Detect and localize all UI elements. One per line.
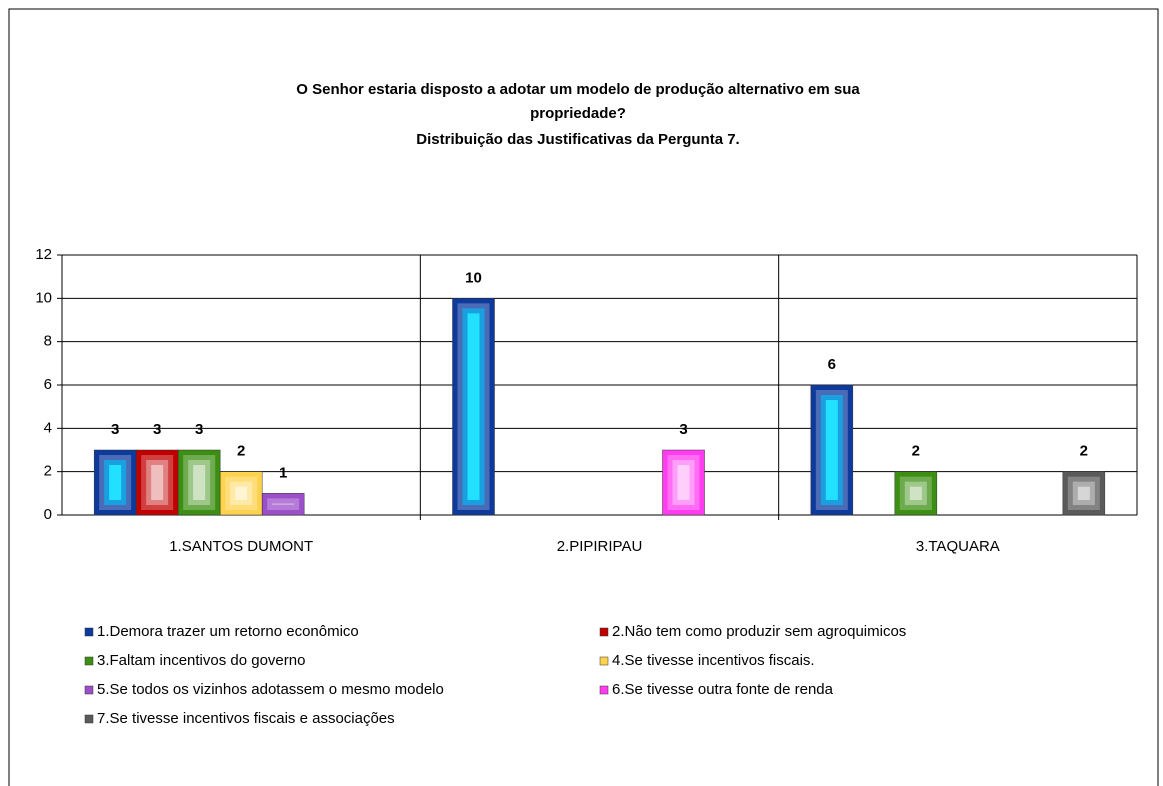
bar-shade <box>109 465 122 500</box>
legend-swatch <box>599 685 609 695</box>
bar-shade <box>825 400 838 500</box>
y-tick-label: 2 <box>44 463 52 480</box>
x-tick-label: 2.PIPIRIPAU <box>557 538 643 555</box>
value-label: 3 <box>195 421 203 438</box>
chart-title: Distribuição das Justificativas da Pergu… <box>416 131 739 148</box>
y-tick-label: 12 <box>35 246 52 263</box>
bar-shade <box>467 313 480 500</box>
legend-swatch <box>599 656 609 666</box>
value-label: 1 <box>279 464 287 481</box>
legend-label: 7.Se tivesse incentivos fiscais e associ… <box>97 710 395 727</box>
legend-label: 3.Faltam incentivos do governo <box>97 652 305 669</box>
legend-swatch <box>599 627 609 637</box>
x-tick-label: 3.TAQUARA <box>916 538 1000 555</box>
value-label: 2 <box>1080 443 1088 460</box>
bar-shade <box>272 503 295 505</box>
bar-shade <box>193 465 206 500</box>
y-tick-label: 6 <box>44 376 52 393</box>
value-label: 2 <box>912 443 920 460</box>
value-label: 2 <box>237 443 245 460</box>
legend-swatch <box>84 627 94 637</box>
bar-shade <box>151 465 164 500</box>
chart-title: propriedade? <box>530 105 626 122</box>
legend-label: 4.Se tivesse incentivos fiscais. <box>612 652 815 669</box>
value-label: 3 <box>679 421 687 438</box>
chart-title: O Senhor estaria disposto a adotar um mo… <box>296 81 860 98</box>
bar-shade <box>235 486 248 500</box>
bar-shade <box>1077 486 1090 500</box>
value-label: 6 <box>828 356 836 373</box>
value-label: 3 <box>111 421 119 438</box>
legend-label: 2.Não tem como produzir sem agroquimicos <box>612 623 906 640</box>
value-label: 10 <box>465 269 482 286</box>
legend-label: 5.Se todos os vizinhos adotassem o mesmo… <box>97 681 444 698</box>
legend-swatch <box>84 656 94 666</box>
bar-shade <box>677 465 690 500</box>
bar-shade <box>909 486 922 500</box>
legend-swatch <box>84 714 94 724</box>
y-tick-label: 0 <box>44 506 52 523</box>
legend-label: 6.Se tivesse outra fonte de renda <box>612 681 834 698</box>
chart-frame <box>8 8 1159 786</box>
y-tick-label: 8 <box>44 333 52 350</box>
y-tick-label: 10 <box>35 289 52 306</box>
value-label: 3 <box>153 421 161 438</box>
y-tick-label: 4 <box>44 419 52 436</box>
x-tick-label: 1.SANTOS DUMONT <box>169 538 313 555</box>
legend-swatch <box>84 685 94 695</box>
legend-label: 1.Demora trazer um retorno econômico <box>97 623 359 640</box>
